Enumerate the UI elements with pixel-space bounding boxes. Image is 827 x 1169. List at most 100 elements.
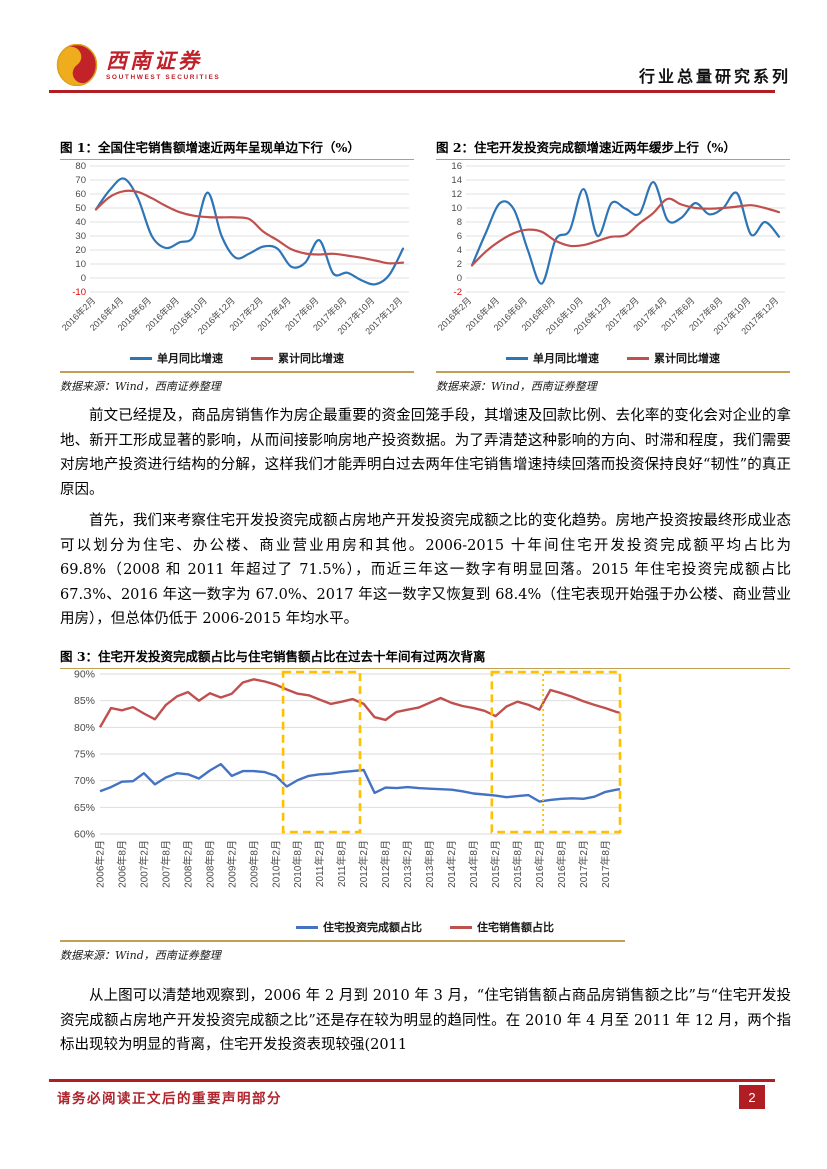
figure-1: 图 1：全国住宅销售额增速近两年呈现单边下行（%） 80 70 60 50 40 30 20… bbox=[59, 140, 414, 394]
svg-text:65%: 65% bbox=[74, 802, 95, 814]
svg-text:2012年2月: 2012年2月 bbox=[357, 840, 370, 888]
figure3-legend: 住宅投资完成额占比 住宅销售额占比 bbox=[60, 919, 790, 935]
svg-text:10: 10 bbox=[451, 203, 462, 214]
svg-text:60%: 60% bbox=[74, 829, 95, 841]
svg-text:10: 10 bbox=[75, 259, 86, 270]
legend-marker bbox=[251, 356, 273, 360]
figure1-title: 图 1：全国住宅销售额增速近两年呈现单边下行（%） bbox=[60, 140, 414, 161]
svg-text:0: 0 bbox=[457, 273, 462, 284]
svg-text:14: 14 bbox=[451, 175, 462, 186]
svg-text:2016年8月: 2016年8月 bbox=[555, 840, 568, 888]
svg-text:2015年8月: 2015年8月 bbox=[511, 840, 524, 888]
svg-text:85%: 85% bbox=[74, 695, 95, 707]
figure2-legend: 单月同比增速 累计同比增速 bbox=[436, 350, 790, 366]
svg-text:20: 20 bbox=[75, 245, 86, 256]
svg-text:2017年8月: 2017年8月 bbox=[599, 840, 612, 888]
figure2-title: 图 2：住宅开发投资完成额增速近两年缓步上行（%） bbox=[436, 140, 790, 161]
svg-text:2011年2月: 2011年2月 bbox=[313, 840, 326, 887]
figure1-legend: 单月同比增速 累计同比增速 bbox=[60, 350, 414, 366]
header-divider bbox=[49, 90, 775, 93]
svg-text:75%: 75% bbox=[74, 749, 95, 761]
legend-label: 单月同比增速 bbox=[157, 352, 223, 366]
legend-marker bbox=[627, 356, 649, 360]
legend-marker bbox=[130, 356, 152, 360]
legend-item: 累计同比增速 bbox=[627, 350, 720, 366]
svg-text:2007年2月: 2007年2月 bbox=[137, 840, 150, 888]
svg-text:30: 30 bbox=[75, 231, 86, 242]
footer-disclaimer: 请务必阅读正文后的重要声明部分 bbox=[57, 1091, 282, 1107]
figure2-chart: 16 14 12 10 8 6 4 2 0 -2 2016年2月 2016年4月 2016年6月 2016… bbox=[435, 161, 790, 350]
svg-text:2006年8月: 2006年8月 bbox=[116, 840, 129, 888]
chart2-svg: 1614121086420-22016年2月2016年4月2016年6月2016… bbox=[435, 161, 785, 337]
svg-text:2008年8月: 2008年8月 bbox=[203, 840, 216, 888]
svg-text:2011年8月: 2011年8月 bbox=[335, 840, 348, 887]
paragraph-3: 从上图可以清楚地观察到，2006 年 2 月到 2010 年 3 月，“住宅销售… bbox=[60, 988, 791, 1053]
legend-item: 单月同比增速 bbox=[130, 350, 223, 366]
legend-label: 累计同比增速 bbox=[654, 352, 720, 366]
paragraph-2: 首先，我们来考察住宅开发投资完成额占房地产开发投资完成额之比的变化趋势。房地产投… bbox=[60, 513, 791, 627]
svg-text:80: 80 bbox=[75, 161, 86, 172]
svg-text:50: 50 bbox=[75, 203, 86, 214]
svg-text:4: 4 bbox=[457, 245, 462, 256]
svg-text:0: 0 bbox=[81, 273, 86, 284]
legend-item: 住宅销售额占比 bbox=[450, 919, 554, 935]
svg-text:2009年2月: 2009年2月 bbox=[225, 840, 238, 888]
svg-text:2017年2月: 2017年2月 bbox=[577, 840, 590, 888]
svg-text:2013年8月: 2013年8月 bbox=[423, 840, 436, 888]
logo-company-name-en: SOUTHWEST SECURITIES bbox=[106, 73, 221, 81]
svg-text:-10: -10 bbox=[72, 287, 86, 298]
figure1-bottom-rule bbox=[60, 371, 414, 374]
svg-text:60: 60 bbox=[75, 189, 86, 200]
logo-icon bbox=[56, 44, 98, 86]
svg-text:16: 16 bbox=[451, 161, 462, 172]
svg-text:70%: 70% bbox=[74, 775, 95, 787]
svg-text:12: 12 bbox=[451, 189, 462, 200]
svg-text:70: 70 bbox=[75, 175, 86, 186]
svg-text:40: 40 bbox=[75, 217, 86, 228]
svg-text:2007年8月: 2007年8月 bbox=[159, 840, 172, 888]
figure-2: 图 2：住宅开发投资完成额增速近两年缓步上行（%） 16 14 12 10 8 6 4 2 0 -… bbox=[435, 140, 790, 394]
figure2-bottom-rule bbox=[436, 371, 790, 374]
svg-text:6: 6 bbox=[457, 231, 462, 242]
paragraph-1: 前文已经提及，商品房销售作为房企最重要的资金回笼手段，其增速及回款比例、去化率的… bbox=[60, 408, 791, 498]
svg-text:2010年8月: 2010年8月 bbox=[291, 840, 304, 888]
figure1-source: 数据来源：Wind，西南证券整理 bbox=[60, 380, 221, 394]
figure3-source: 数据来源：Wind，西南证券整理 bbox=[60, 949, 221, 963]
legend-item: 住宅投资完成额占比 bbox=[296, 919, 422, 935]
legend-marker bbox=[450, 925, 472, 929]
svg-text:2: 2 bbox=[457, 259, 462, 270]
chart3-svg: 90% 85% 80% 75% 70% 65% 60%2006年2月 2006年8月 2007年… bbox=[74, 669, 622, 888]
svg-text:2008年2月: 2008年2月 bbox=[181, 840, 194, 888]
legend-marker bbox=[506, 356, 528, 360]
svg-text:2014年2月: 2014年2月 bbox=[445, 840, 458, 888]
svg-text:2016年2月: 2016年2月 bbox=[533, 840, 546, 888]
legend-label: 住宅销售额占比 bbox=[477, 921, 554, 935]
svg-text:2015年2月: 2015年2月 bbox=[489, 840, 502, 888]
figure3-title: 图 3：住宅开发投资完成额占比与住宅销售额占比在过去十年间有过两次背离 bbox=[60, 649, 790, 670]
figure2-source: 数据来源：Wind，西南证券整理 bbox=[436, 380, 597, 394]
figure3-bottom-rule bbox=[60, 940, 625, 943]
page-number: 2 bbox=[739, 1085, 765, 1109]
legend-label: 累计同比增速 bbox=[278, 352, 344, 366]
svg-text:2014年8月: 2014年8月 bbox=[467, 840, 480, 888]
svg-text:8: 8 bbox=[457, 217, 462, 228]
svg-text:2012年8月: 2012年8月 bbox=[379, 840, 392, 888]
svg-text:90%: 90% bbox=[74, 670, 95, 681]
svg-text:-2: -2 bbox=[454, 287, 462, 298]
chart1-svg: 80706050403020100-102016年2月2016年4月2016年6… bbox=[59, 161, 409, 337]
svg-text:2006年2月: 2006年2月 bbox=[94, 840, 107, 888]
figure-3: 图 3：住宅开发投资完成额占比与住宅销售额占比在过去十年间有过两次背离 90% 8… bbox=[60, 649, 790, 963]
legend-item: 累计同比增速 bbox=[251, 350, 344, 366]
report-series-title: 行业总量研究系列 bbox=[638, 67, 791, 86]
company-logo: 西南证券 SOUTHWEST SECURITIES bbox=[56, 44, 220, 86]
figure3-chart: 90% 85% 80% 75% 70% 65% 60% 2006年2月 2006年8月 2007年… bbox=[60, 669, 790, 919]
figures-row: 图 1：全国住宅销售额增速近两年呈现单边下行（%） 80 70 60 50 40 30 20… bbox=[59, 140, 790, 394]
svg-text:2013年2月: 2013年2月 bbox=[401, 840, 414, 888]
legend-item: 单月同比增速 bbox=[506, 350, 599, 366]
footer-divider bbox=[49, 1079, 775, 1082]
svg-text:80%: 80% bbox=[74, 722, 95, 734]
svg-text:2010年2月: 2010年2月 bbox=[269, 840, 282, 888]
figure1-chart: 80 70 60 50 40 30 20 10 0 -10 2016年2月 2016年4月 2016年6… bbox=[59, 161, 414, 350]
legend-label: 单月同比增速 bbox=[533, 352, 599, 366]
